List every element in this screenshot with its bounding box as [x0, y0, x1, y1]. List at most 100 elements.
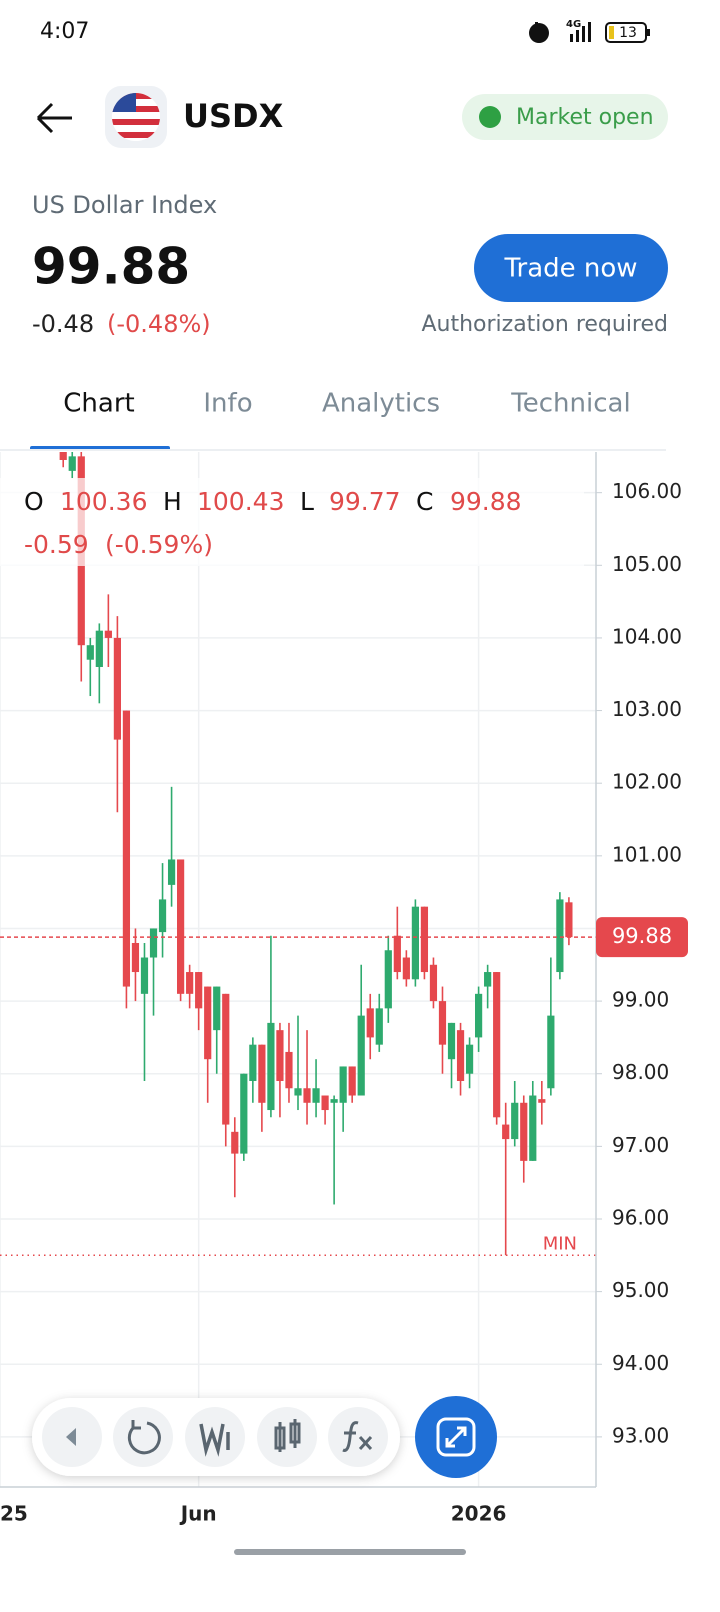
ohlc-value: 99.88: [450, 487, 522, 516]
y-tick-label: 106.00: [612, 479, 682, 503]
y-tick-label: 104.00: [612, 624, 682, 648]
tab[interactable]: Chart: [63, 389, 134, 419]
ohlc-change-percent: (-0.59%): [105, 530, 213, 559]
candle-body: [131, 942, 140, 973]
candle-body: [231, 1131, 239, 1154]
ohlc-legend: O 100.36 H 100.43 L 99.77 C 99.88 -0.59 …: [24, 487, 522, 559]
candle-body: [149, 928, 158, 958]
candle-body: [529, 1095, 537, 1161]
reset-button[interactable]: [113, 1407, 173, 1467]
x-tick-label: 2026: [451, 1502, 507, 1526]
status-icons: 4G 13: [529, 19, 650, 43]
x-tick-label: Jun: [179, 1502, 217, 1526]
tab[interactable]: Analytics: [322, 389, 440, 419]
candle-body: [447, 1022, 456, 1060]
candle-body: [547, 1015, 555, 1089]
y-tick-label: 94.00: [612, 1351, 669, 1375]
candle-body: [113, 637, 121, 740]
y-tick-label: 98.00: [612, 1060, 669, 1084]
candle-body: [484, 972, 492, 987]
y-tick-label: 97.00: [612, 1133, 669, 1157]
ohlc-value: 100.36: [60, 487, 147, 516]
candle-body: [366, 1008, 374, 1038]
candle-body: [384, 950, 392, 1009]
candle-body: [357, 1015, 365, 1096]
y-tick-label: 102.00: [612, 770, 682, 794]
candle-body: [502, 1124, 510, 1140]
candle-body: [321, 1095, 329, 1111]
candle-body: [393, 935, 401, 973]
candle-body: [511, 1102, 519, 1140]
candle-body: [556, 899, 564, 973]
candle-body: [122, 710, 131, 987]
ohlc-value: 99.77: [329, 487, 401, 516]
candle-body: [140, 957, 149, 994]
y-tick-label: 99.00: [612, 988, 669, 1012]
candle-body: [86, 645, 94, 660]
candle-body: [294, 1088, 302, 1096]
min-label: MIN: [543, 1233, 577, 1254]
candle-body: [158, 899, 167, 933]
y-tick-label: 95.00: [612, 1278, 669, 1302]
back-button[interactable]: [36, 102, 72, 134]
tab[interactable]: Technical: [510, 389, 630, 419]
chart-type-button[interactable]: [257, 1407, 317, 1467]
trade-button-label[interactable]: Trade now: [503, 254, 637, 284]
candle-body: [68, 456, 76, 471]
tab[interactable]: Info: [203, 389, 252, 419]
candle-body: [438, 1001, 447, 1045]
candle-body: [411, 906, 419, 980]
candle-body: [538, 1099, 546, 1103]
indicators-button[interactable]: [328, 1407, 388, 1467]
authorization-note: Authorization required: [421, 312, 668, 337]
candle-body: [222, 993, 230, 1125]
candle-body: [240, 1073, 248, 1154]
candle-body: [375, 1008, 383, 1045]
candle-body: [312, 1088, 320, 1103]
candle-body: [456, 1030, 465, 1081]
home-indicator: [234, 1549, 466, 1555]
trade-button[interactable]: [474, 234, 668, 302]
candle-body: [465, 1044, 474, 1074]
y-tick-label: 103.00: [612, 697, 682, 721]
y-tick-label: 105.00: [612, 552, 682, 576]
candle-body: [285, 1051, 293, 1089]
symbol: USDX: [183, 97, 284, 135]
price: 99.88: [32, 238, 190, 296]
candle-body: [195, 972, 203, 1009]
network-type: 4G: [566, 19, 581, 30]
market-status-pill: [462, 94, 668, 140]
candle-body: [402, 957, 410, 980]
candle-body: [475, 993, 483, 1038]
candle-body: [565, 902, 573, 938]
candle-body: [104, 630, 112, 638]
ohlc-change: -0.59: [24, 530, 89, 559]
candle-body: [59, 452, 67, 460]
candle-body: [167, 859, 176, 885]
y-tick-label: 96.00: [612, 1205, 669, 1229]
y-tick-label: 101.00: [612, 842, 682, 866]
candle-body: [213, 986, 221, 1031]
ohlc-overlay: [0, 478, 584, 566]
last-price-badge: [596, 917, 688, 958]
candle-body: [520, 1102, 528, 1161]
ohlc-key: O: [24, 487, 44, 516]
candle-body: [249, 1044, 257, 1081]
status-dot: [479, 106, 501, 128]
candle-body: [493, 972, 501, 1118]
instrument-name: US Dollar Index: [32, 191, 217, 219]
x-tick-label: 2025: [0, 1502, 28, 1526]
candle-body: [267, 1022, 275, 1111]
candle-body: [276, 1030, 284, 1081]
candle-body: [258, 1044, 266, 1103]
ohlc-value: 100.43: [197, 487, 284, 516]
candle-body: [339, 1066, 347, 1103]
candle-body: [204, 986, 212, 1060]
us-flag: [112, 93, 160, 141]
candle-body: [348, 1066, 356, 1096]
toolbar-buttons: [42, 1396, 497, 1478]
candle-body: [186, 972, 194, 994]
candle-body: [420, 906, 429, 973]
ohlc-key: L: [300, 487, 314, 516]
